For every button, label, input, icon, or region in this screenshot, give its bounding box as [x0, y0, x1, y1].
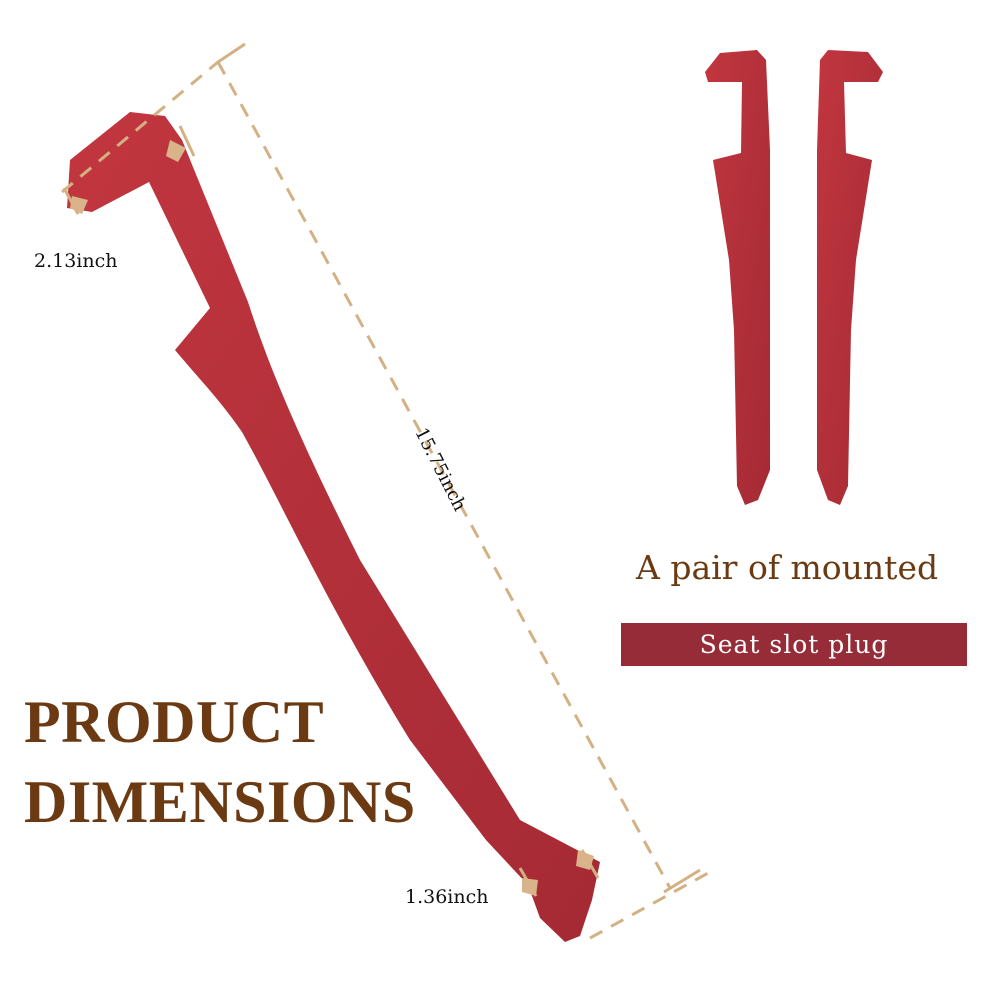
small-plug-left [705, 50, 770, 505]
pair-caption: A pair of mounted [636, 548, 939, 587]
product-tag-bar: Seat slot plug [621, 623, 967, 666]
dimension-arrows [70, 140, 594, 896]
headline-line-1: PRODUCT [24, 689, 325, 755]
width-dimension-line [61, 60, 219, 194]
dimension-lines [61, 42, 711, 940]
product-tag-text: Seat slot plug [699, 630, 889, 659]
small-plug-right [817, 50, 883, 505]
width-dimension-label: 2.13inch [34, 250, 118, 272]
large-seat-slot-plug [67, 112, 600, 942]
length-dimension-line [216, 61, 672, 889]
tip-dimension-line [589, 870, 711, 940]
headline-line-2: DIMENSIONS [24, 769, 416, 835]
tip-dimension-label: 1.36inch [405, 886, 489, 908]
